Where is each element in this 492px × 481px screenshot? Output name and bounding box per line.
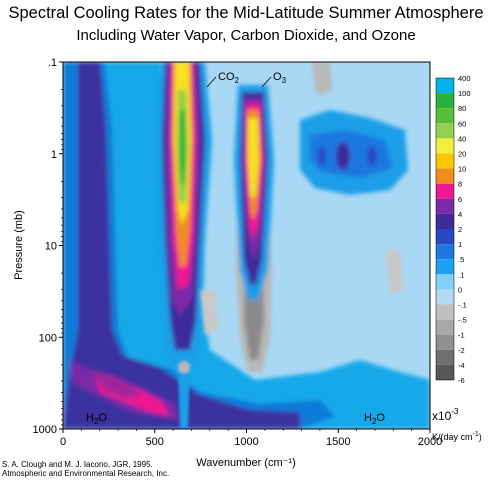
colorbar-level-label: -.5 (458, 316, 467, 325)
colorbar-level-label: 400 (458, 74, 471, 83)
cooling-contours (63, 62, 430, 429)
credit-line-1: S. A. Clough and M. J. Iacono, JGR, 1995… (2, 460, 153, 469)
x-tick-label: 2000 (418, 436, 442, 448)
colorbar-swatch (436, 183, 454, 199)
colorbar-level-label: 1 (458, 240, 462, 249)
co2-arrow (206, 76, 217, 88)
colorbar-level-label: .5 (458, 255, 464, 264)
co2-lower-band (178, 370, 190, 429)
co2-band-60 (179, 110, 186, 185)
colorbar-swatch (436, 213, 454, 229)
colorbar-level-label: 100 (458, 89, 471, 98)
co2-gray-spot (178, 361, 190, 373)
y-tick-label: 1000 (33, 424, 57, 436)
colorbar-swatch (436, 244, 454, 260)
colorbar-swatch (436, 138, 454, 154)
o3-band-20 (248, 118, 259, 198)
credit-line-2: Atmospheric and Environmental Research, … (2, 469, 170, 478)
colorbar-level-label: -.1 (458, 301, 467, 310)
y-axis-label: Pressure (mb) (13, 210, 25, 280)
colorbar-swatch (436, 198, 454, 214)
y-tick-label: 100 (39, 332, 57, 344)
y-tick-label: 1 (51, 149, 57, 161)
colorbar-swatch (436, 274, 454, 290)
colorbar-level-label: 60 (458, 119, 466, 128)
colorbar-level-label: 40 (458, 134, 466, 143)
colorbar-swatch (436, 153, 454, 169)
x-axis-label: Wavenumber (cm⁻¹) (196, 457, 296, 469)
x-axis: 0 500 1000 1500 2000 (60, 429, 442, 448)
o3-arrow (261, 76, 272, 88)
colorbar-level-label: 0 (458, 285, 462, 294)
chart-subtitle: Including Water Vapor, Carbon Dioxide, a… (76, 27, 416, 44)
colorbar-level-label: -1 (458, 331, 465, 340)
co2-label: CO2 (218, 71, 240, 85)
h2o-region-top (90, 372, 142, 398)
colorbar-frame (435, 77, 455, 381)
x-tick-label: 500 (146, 436, 164, 448)
colorbar-level-label: -6 (458, 376, 465, 385)
colorbar-level-label: 8 (458, 180, 462, 189)
h2o-vib-gray (312, 62, 332, 95)
colorbar-level-label: 80 (458, 104, 466, 113)
colorbar-swatch (436, 229, 454, 245)
h2o-region-mid (63, 62, 300, 429)
colorbar-swatch (436, 289, 454, 305)
colorbar-swatch (436, 319, 454, 335)
colorbar-swatch (436, 108, 454, 124)
h2o-vib-core-3 (318, 146, 326, 166)
h2o-vib-mid (310, 130, 392, 178)
colorbar: 400 100 80 60 40 20 10 8 6 4 2 1 .5 .1 0 -.1 -.5 -1 -2 -4 -6 (435, 74, 471, 385)
h2o-label-left: H2O (86, 412, 107, 426)
x-tick-label: 0 (60, 436, 66, 448)
colorbar-swatch (436, 168, 454, 184)
colorbar-level-label: .1 (458, 270, 464, 279)
colorbar-swatch (436, 364, 454, 380)
x-tick-label: 1000 (234, 436, 258, 448)
colorbar-level-label: 4 (458, 210, 462, 219)
colorbar-swatch (436, 123, 454, 139)
colorbar-swatch (436, 78, 454, 94)
y-axis: .1 1 10 100 1000 (33, 57, 63, 436)
o3-label: O3 (273, 71, 287, 85)
chart-title: Spectral Cooling Rates for the Mid-Latit… (8, 4, 484, 22)
h2o-vib-core (336, 142, 350, 170)
colorbar-scale: x10-3 (432, 407, 459, 423)
colorbar-level-label: 6 (458, 195, 462, 204)
h2o-label-right: H2O (364, 412, 385, 426)
colorbar-level-label: 2 (458, 225, 462, 234)
colorbar-level-label: -4 (458, 361, 465, 370)
colorbar-swatch (436, 334, 454, 350)
colorbar-swatch (436, 304, 454, 320)
h2o-region-fill (63, 62, 430, 429)
y-tick-label: 10 (45, 241, 57, 253)
colorbar-swatch (436, 93, 454, 109)
h2o-vib-core-2 (367, 146, 377, 166)
colorbar-level-label: 20 (458, 150, 466, 159)
colorbar-swatch (436, 259, 454, 275)
y-tick-label: .1 (48, 57, 57, 69)
h2o-vib-gray-2 (385, 250, 403, 295)
colorbar-level-label: 10 (458, 165, 466, 174)
colorbar-unit: K/(day cm-1) (432, 431, 482, 442)
colorbar-swatch (436, 349, 454, 365)
h2o-vib-gray-3 (200, 290, 218, 335)
x-tick-label: 1500 (326, 436, 350, 448)
colorbar-level-label: -2 (458, 346, 465, 355)
